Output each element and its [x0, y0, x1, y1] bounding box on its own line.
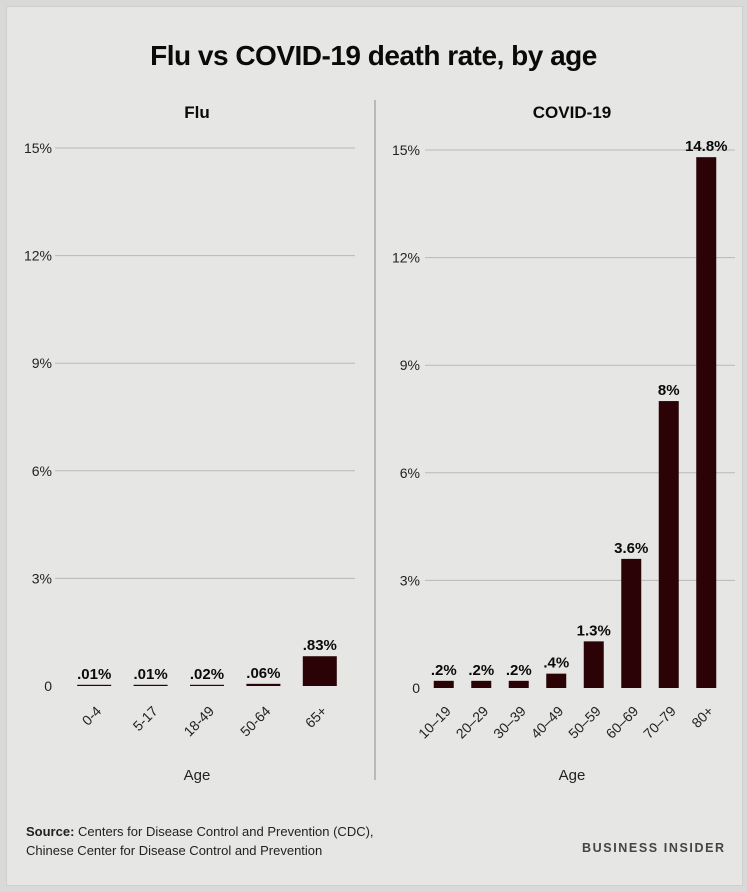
y-tick-label: 3% [32, 570, 52, 586]
bar [246, 683, 281, 686]
bar [302, 656, 337, 686]
data-label: .83% [303, 637, 337, 654]
bar [658, 401, 679, 688]
data-label: 14.8% [685, 138, 728, 155]
data-label: .02% [190, 666, 224, 683]
y-tick-label: 6% [400, 465, 420, 481]
bar [696, 157, 717, 688]
bar [621, 558, 642, 688]
data-label: .01% [77, 666, 111, 683]
data-label: 8% [658, 382, 680, 399]
bar [583, 641, 604, 688]
x-tick-label: 50-64 [237, 703, 274, 740]
y-tick-label: 0 [44, 678, 52, 694]
bar [133, 684, 168, 686]
x-axis-label: Age [559, 767, 586, 784]
x-axis-label: Age [184, 767, 211, 784]
bar [190, 684, 224, 686]
data-label: 3.6% [614, 540, 648, 557]
bar [433, 680, 454, 688]
bar [508, 680, 529, 688]
x-tick-label: 20–29 [453, 703, 492, 742]
bar [471, 680, 492, 688]
x-tick-label: 0-4 [79, 703, 105, 729]
data-label: .2% [506, 662, 532, 679]
x-tick-label: 10–19 [415, 703, 454, 742]
y-tick-label: 0 [412, 680, 420, 696]
x-tick-label: 70–79 [640, 703, 679, 742]
data-label: .4% [543, 655, 569, 672]
bar [77, 684, 112, 686]
flu-panel: Flu 0 3% 6% 9% 12% 15% .01% 0-4 .01% 5-17 .02% 18-49… [24, 103, 355, 784]
source-line-2: Chinese Center for Disease Control and P… [26, 843, 323, 858]
x-tick-label: 80+ [688, 703, 716, 731]
source-line-1: Centers for Disease Control and Preventi… [78, 824, 374, 839]
x-tick-label: 18-49 [180, 703, 217, 740]
x-tick-label: 50–59 [565, 703, 604, 742]
panel-title: Flu [184, 103, 210, 122]
data-label: .06% [246, 665, 280, 682]
data-label: .2% [431, 662, 457, 679]
y-tick-label: 15% [392, 142, 420, 158]
x-tick-label: 5-17 [130, 703, 161, 734]
x-tick-label: 40–49 [528, 703, 567, 742]
x-tick-label: 65+ [302, 703, 330, 731]
chart-title: Flu vs COVID-19 death rate, by age [150, 40, 597, 71]
y-tick-label: 3% [400, 572, 420, 588]
y-tick-label: 15% [24, 140, 52, 156]
x-tick-label: 60–69 [603, 703, 642, 742]
source-note: Source: Centers for Disease Control and … [26, 822, 374, 860]
source-label: Source: [26, 824, 75, 839]
data-label: 1.3% [577, 622, 611, 639]
panel-title: COVID-19 [533, 103, 611, 122]
y-tick-label: 9% [32, 355, 52, 371]
y-tick-label: 6% [32, 463, 52, 479]
bar [546, 673, 567, 688]
data-label: .01% [133, 666, 167, 683]
covid-panel: COVID-19 0 3% 6% 9% 12% 15% .2% 10–19 .2% 20–29 .2%… [392, 103, 735, 784]
y-tick-label: 12% [24, 248, 52, 264]
y-tick-label: 9% [400, 357, 420, 373]
x-tick-label: 30–39 [490, 703, 529, 742]
business-insider-logo: BUSINESS INSIDER [582, 841, 726, 855]
data-label: .2% [468, 662, 494, 679]
y-tick-label: 12% [392, 250, 420, 266]
